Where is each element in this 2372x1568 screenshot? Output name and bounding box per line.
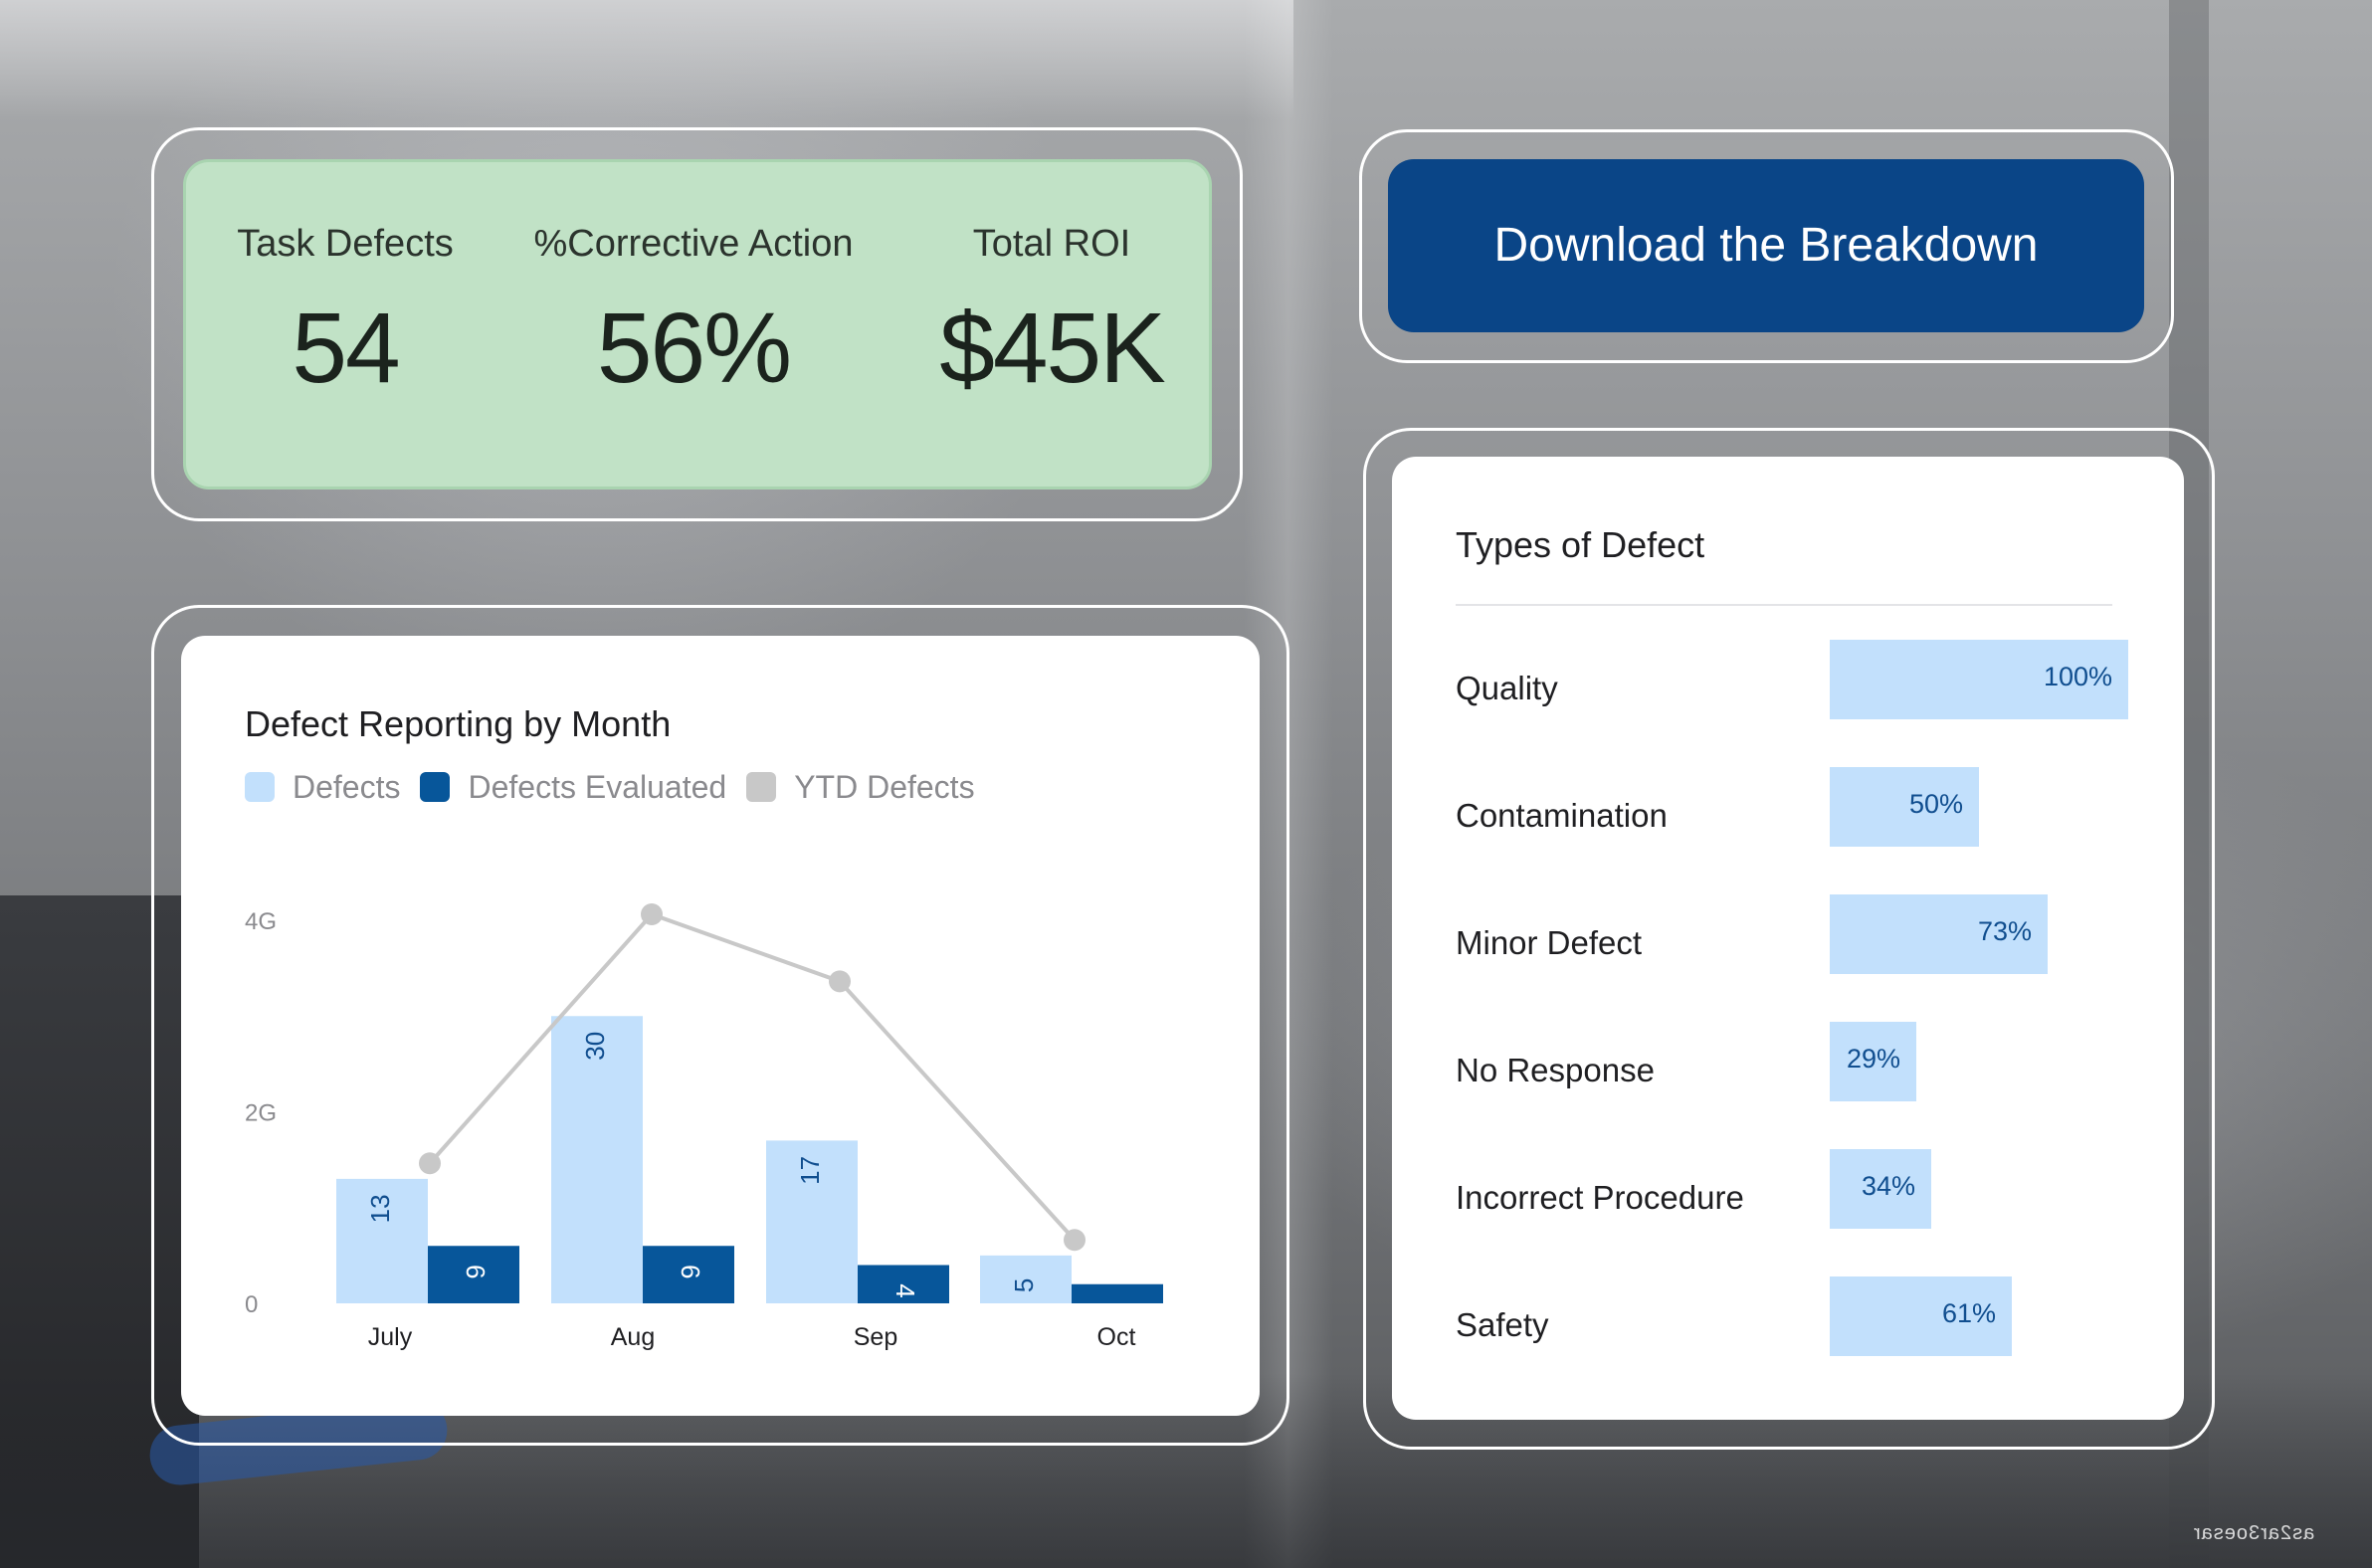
kpi-value: 56% [596,293,792,404]
y-tick-label: 2G [245,1100,277,1127]
defect-type-bar: 73% [1830,894,2048,974]
legend-label: Defects Evaluated [468,768,727,805]
y-tick-label: 4G [245,908,277,935]
defect-type-percent: 34% [1861,1171,1915,1201]
defect-chart-card: Defect Reporting by Month Defects Defect… [181,636,1260,1416]
defect-type-percent: 73% [1977,916,2032,946]
defect-type-label: Minor Defect [1456,924,1643,961]
kpi-task-defects: Task Defects 54 [226,222,465,403]
bar-label-defects: 13 [365,1194,395,1223]
legend-swatch-ytd-defects [746,772,777,802]
kpi-value: 54 [292,293,400,404]
chart-plot: 0 2G 4G 13 6 July 30 6 Aug 17 4 Sep 5 Oct [245,903,1163,1351]
bar-label-defects-evaluated: 6 [676,1265,705,1278]
defect-type-row: Quality 100% [1392,640,2184,719]
line-ytd-defects [428,911,1077,1242]
defect-type-label: No Response [1456,1052,1655,1088]
kpi-value: $45K [939,293,1166,404]
legend-swatch-defects [245,772,275,802]
point-ytd-defects [419,1152,441,1175]
types-of-defect-card: Types of Defect Quality 100% Contamination… [1392,457,2184,1420]
download-breakdown-button[interactable]: Download the Breakdown [1388,159,2144,332]
defect-type-label: Incorrect Procedure [1456,1179,1744,1216]
types-frame [1363,428,2215,1450]
chart-legend: Defects Defects Evaluated YTD Defects [245,767,995,807]
kpi-label: Task Defects [237,223,454,265]
defect-type-percent: 61% [1941,1298,1996,1328]
bar-defects [336,1178,428,1303]
bar-label-defects-evaluated: 6 [461,1265,491,1278]
x-tick-label: July [368,1323,413,1351]
defect-type-bar: 61% [1830,1276,2012,1356]
bar-defects [766,1140,858,1303]
legend-item-defects[interactable]: Defects [245,769,400,806]
point-ytd-defects [829,970,851,993]
bar-label-defects-evaluated: 4 [890,1283,920,1297]
bar-defects-evaluated [643,1246,734,1303]
defect-type-row: Safety 61% [1392,1276,2184,1356]
kpi-total-roi: Total ROI $45K [922,222,1181,403]
x-tick-label: Oct [1097,1323,1136,1351]
defect-type-label: Safety [1456,1306,1549,1343]
bar-defects-evaluated [1072,1283,1163,1303]
defect-type-bar: 50% [1830,767,1979,847]
bar-defects-evaluated [428,1246,519,1303]
defect-type-label: Quality [1456,670,1558,706]
watermark-text: as2ar3oesar [2193,1522,2315,1544]
defect-type-bar: 29% [1830,1022,1916,1101]
kpi-label: Total ROI [972,223,1131,265]
defect-type-label: Contamination [1456,797,1668,834]
legend-swatch-defects-evaluated [420,772,451,802]
defect-type-row: Incorrect Procedure 34% [1392,1149,2184,1229]
bar-defects-evaluated [858,1265,949,1303]
chart-frame [151,605,1289,1446]
legend-label: Defects [293,768,401,805]
kpi-frame [151,127,1243,521]
defect-type-bar: 100% [1830,640,2128,719]
bar-label-defects: 30 [580,1032,610,1061]
kpi-label: %Corrective Action [533,223,854,265]
bar-defects [551,1016,643,1303]
defect-type-percent: 29% [1846,1044,1900,1074]
bg-ceiling [0,0,1293,119]
download-frame [1359,129,2174,363]
legend-item-defects-evaluated[interactable]: Defects Evaluated [420,769,726,806]
defect-type-row: Minor Defect 73% [1392,894,2184,974]
x-tick-label: Aug [611,1323,655,1351]
legend-label: YTD Defects [794,768,975,805]
bar-label-defects: 5 [1009,1278,1039,1292]
defect-type-percent: 100% [2043,662,2112,691]
bar-label-defects: 17 [795,1156,825,1185]
legend-item-ytd-defects[interactable]: YTD Defects [746,768,975,806]
point-ytd-defects [641,903,663,925]
defect-type-row: Contamination 50% [1392,767,2184,847]
y-tick-label: 0 [245,1291,258,1318]
point-ytd-defects [1064,1229,1086,1252]
kpi-card: Task Defects 54 %Corrective Action 56% T… [183,159,1212,490]
types-divider [1456,604,2112,606]
bar-defects [980,1255,1072,1303]
x-tick-label: Sep [854,1323,897,1351]
defect-type-row: No Response 29% [1392,1022,2184,1101]
defect-type-bar: 34% [1830,1149,1931,1229]
chart-title: Defect Reporting by Month [245,703,672,744]
kpi-corrective-action: %Corrective Action 56% [524,222,863,403]
types-title: Types of Defect [1456,524,1705,565]
defect-type-percent: 50% [1908,789,1963,819]
